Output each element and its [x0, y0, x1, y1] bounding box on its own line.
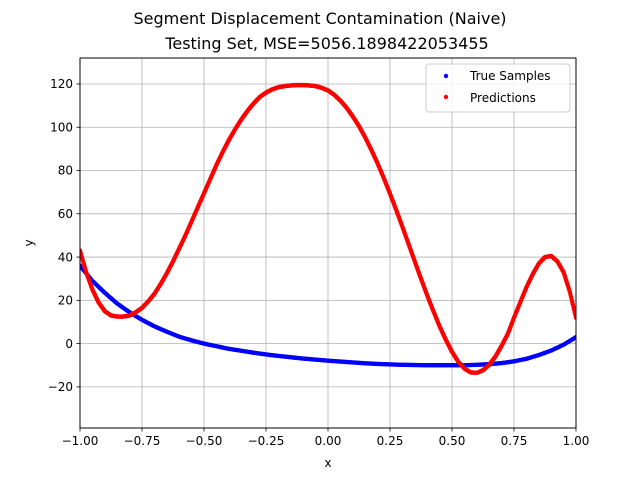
legend: True Samples Predictions: [425, 63, 571, 113]
legend-frame: [425, 63, 571, 113]
y-axis-label: y: [22, 239, 36, 246]
legend-label-predictions: Predictions: [470, 91, 536, 105]
legend-label-true-samples: True Samples: [469, 69, 551, 83]
series-true-samples: [80, 263, 576, 368]
x-tick-label: −0.75: [124, 434, 161, 448]
legend-marker-predictions: [443, 94, 449, 100]
chart-title: Segment Displacement Contamination (Naiv…: [133, 9, 506, 28]
scatter-point: [573, 334, 576, 340]
x-tick-label: 1.00: [563, 434, 590, 448]
x-tick-label: −0.50: [186, 434, 223, 448]
data-points: [80, 82, 576, 376]
legend-marker-true-samples: [443, 73, 449, 79]
y-tick-label: 40: [58, 250, 73, 264]
x-tick-label: −1.00: [62, 434, 99, 448]
scatter-point: [573, 315, 576, 320]
axis-ticks: −1.00 −0.75 −0.50 −0.25 0.00 0.25 0.50 0.75 1.00…: [48, 77, 590, 448]
chart-subtitle: Testing Set, MSE=5056.1898422053455: [164, 34, 488, 53]
x-tick-label: 0.00: [315, 434, 342, 448]
x-tick-label: 0.50: [439, 434, 466, 448]
y-tick-label: 120: [50, 77, 73, 91]
series-predictions: [80, 82, 576, 376]
y-tick-label: 100: [50, 120, 73, 134]
y-tick-label: 0: [65, 337, 73, 351]
y-tick-label: −20: [48, 380, 73, 394]
y-tick-label: 60: [58, 207, 73, 221]
x-tick-label: 0.75: [501, 434, 528, 448]
y-tick-label: 80: [58, 164, 73, 178]
x-tick-label: 0.25: [377, 434, 404, 448]
x-axis-label: x: [324, 456, 331, 470]
y-tick-label: 20: [58, 294, 73, 308]
x-tick-label: −0.25: [248, 434, 285, 448]
